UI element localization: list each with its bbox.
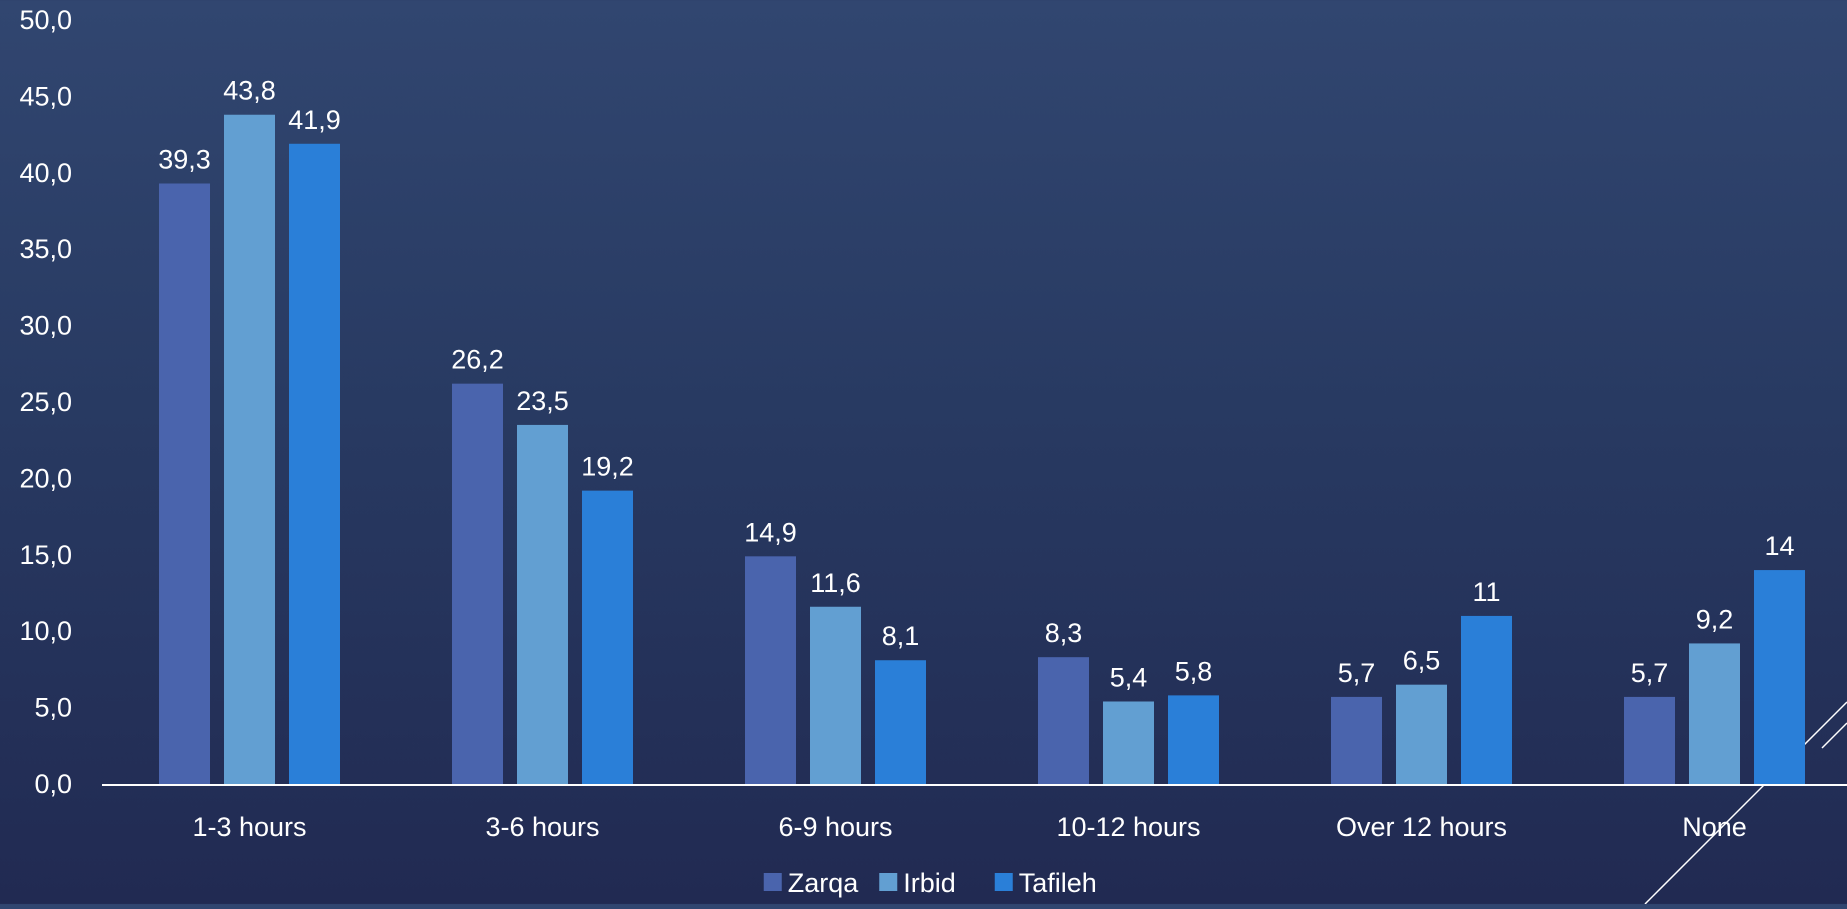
bar-irbid[interactable]: [810, 606, 861, 784]
bar-zarqa[interactable]: [1624, 696, 1675, 784]
data-label: 11: [1472, 577, 1500, 607]
bar-irbid[interactable]: [1103, 701, 1154, 784]
data-label: 41,9: [288, 105, 341, 135]
y-tick-label: 0,0: [34, 769, 72, 799]
data-label: 5,7: [1338, 658, 1376, 688]
bar-zarqa[interactable]: [1331, 696, 1382, 784]
data-label: 26,2: [451, 345, 504, 375]
bar-irbid[interactable]: [1396, 684, 1447, 784]
bar-zarqa[interactable]: [745, 556, 796, 784]
bar-tafileh[interactable]: [1754, 570, 1805, 784]
y-tick-label: 25,0: [19, 387, 72, 417]
y-tick-label: 10,0: [19, 616, 72, 646]
x-axis: 1-3 hours 3-6 hours 6-9 hours 10-12 hours Ov…: [102, 784, 1847, 842]
data-label: 43,8: [223, 76, 276, 106]
bar-irbid[interactable]: [1689, 643, 1740, 784]
legend-swatch: [879, 873, 898, 891]
legend-label: Tafileh: [1019, 868, 1097, 898]
data-label: 5,8: [1175, 656, 1213, 686]
decorative-line: [1644, 701, 1847, 905]
y-tick-label: 45,0: [19, 81, 72, 111]
data-label: 23,5: [516, 386, 569, 416]
data-label: 6,5: [1403, 646, 1441, 676]
data-label: 14,9: [744, 517, 797, 547]
y-tick-label: 50,0: [19, 5, 72, 35]
legend-item-zarqa[interactable]: Zarqa: [763, 868, 860, 898]
data-label: 14: [1764, 531, 1794, 561]
y-tick-label: 15,0: [19, 540, 72, 570]
bar-tafileh[interactable]: [582, 490, 633, 784]
data-labels: 39,3 43,8 41,9 26,2 23,5 19,2 14,9 11,6 8,1 8,3 5,…: [158, 76, 1794, 693]
legend-item-tafileh[interactable]: Tafileh: [994, 868, 1097, 898]
legend-label: Irbid: [903, 868, 956, 898]
y-tick-label: 40,0: [19, 158, 72, 188]
data-label: 11,6: [810, 568, 861, 598]
data-label: 8,1: [882, 621, 920, 651]
data-label: 5,4: [1110, 662, 1148, 692]
bar-irbid[interactable]: [517, 424, 568, 784]
x-tick-label: 10-12 hours: [1056, 812, 1200, 842]
legend-swatch: [763, 873, 782, 891]
bar-zarqa[interactable]: [159, 183, 210, 785]
bar-tafileh[interactable]: [875, 660, 926, 784]
bar-tafileh[interactable]: [1461, 615, 1512, 784]
bar-series: [159, 114, 1805, 785]
x-tick-label: 6-9 hours: [778, 812, 892, 842]
y-tick-label: 5,0: [34, 693, 72, 723]
data-label: 9,2: [1696, 604, 1734, 634]
decorative-lines: [1644, 701, 1847, 905]
legend[interactable]: Zarqa Irbid Tafileh: [763, 868, 1097, 898]
bar-tafileh[interactable]: [1168, 695, 1219, 784]
y-tick-label: 30,0: [19, 311, 72, 341]
y-tick-label: 35,0: [19, 234, 72, 264]
legend-label: Zarqa: [788, 868, 860, 898]
legend-item-irbid[interactable]: Irbid: [879, 868, 956, 898]
data-label: 39,3: [158, 144, 211, 174]
data-label: 5,7: [1631, 658, 1669, 688]
decorative-line: [1821, 722, 1847, 749]
legend-swatch: [994, 873, 1013, 891]
y-tick-label: 20,0: [19, 463, 72, 493]
x-tick-label: 3-6 hours: [485, 812, 599, 842]
bar-zarqa[interactable]: [452, 383, 503, 784]
bar-irbid[interactable]: [224, 114, 275, 784]
x-tick-label: Over 12 hours: [1336, 812, 1507, 842]
data-label: 8,3: [1045, 618, 1083, 648]
y-axis: 0,0 5,0 10,0 15,0 20,0 25,0 30,0 35,0 40,0 45,0 50…: [19, 5, 72, 799]
x-tick-label: None: [1682, 812, 1747, 842]
x-tick-label: 1-3 hours: [192, 812, 306, 842]
bar-tafileh[interactable]: [289, 143, 340, 784]
data-label: 19,2: [581, 452, 634, 482]
bar-zarqa[interactable]: [1038, 657, 1089, 784]
